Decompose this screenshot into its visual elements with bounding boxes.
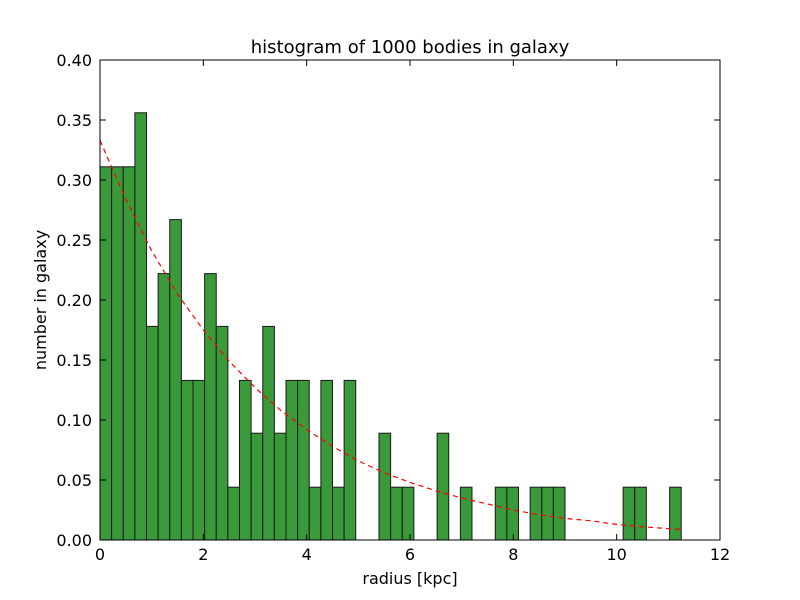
histogram-bar <box>157 273 171 541</box>
histogram-bar <box>390 486 403 541</box>
histogram-bar <box>459 486 473 541</box>
histogram-bar <box>204 273 217 541</box>
histogram-bar <box>436 432 450 541</box>
x-tick-label: 4 <box>302 545 312 564</box>
histogram-bar <box>262 325 275 541</box>
y-axis-ticks: 0.00 0.05 0.10 0.15 0.20 0.25 0.30 0.35 0.40 <box>56 51 720 550</box>
y-tick-label: 0.00 <box>56 531 92 550</box>
histogram-bar <box>622 486 636 541</box>
histogram-bar <box>285 379 299 541</box>
x-tick-label: 6 <box>405 545 415 564</box>
y-tick-label: 0.25 <box>56 231 92 250</box>
histogram-bar <box>634 486 647 541</box>
histogram-bar <box>378 432 392 541</box>
histogram-bar <box>134 112 147 541</box>
histogram-bar <box>122 166 136 541</box>
x-axis-label: radius [kpc] <box>362 569 457 588</box>
x-tick-label: 12 <box>710 545 730 564</box>
y-tick-label: 0.35 <box>56 111 92 130</box>
fit-curve-line <box>99 140 684 531</box>
bars-group <box>99 112 682 541</box>
histogram-bar <box>506 486 519 541</box>
histogram-bar <box>401 486 415 541</box>
histogram-bar <box>308 486 322 541</box>
histogram-bar <box>273 432 287 541</box>
histogram-bar <box>669 486 682 541</box>
histogram-bar <box>250 432 264 541</box>
y-axis-label: number in galaxy <box>31 230 50 370</box>
y-tick-label: 0.15 <box>56 351 92 370</box>
histogram-bar <box>297 379 310 541</box>
x-tick-label: 8 <box>508 545 518 564</box>
histogram-bar <box>332 486 345 541</box>
y-tick-label: 0.05 <box>56 471 92 490</box>
histogram-bar <box>169 219 182 541</box>
x-axis-ticks: 0 2 4 6 8 10 12 <box>95 60 730 564</box>
histogram-bar <box>494 486 508 541</box>
histogram-bar <box>239 379 252 541</box>
histogram-bar <box>541 486 554 541</box>
y-tick-label: 0.40 <box>56 51 92 70</box>
histogram-bar <box>320 379 333 541</box>
x-tick-label: 2 <box>198 545 208 564</box>
y-tick-label: 0.30 <box>56 171 92 190</box>
histogram-bar <box>146 325 159 541</box>
chart-title: histogram of 1000 bodies in galaxy <box>251 37 570 58</box>
histogram-bar <box>552 486 566 541</box>
histogram-bar <box>99 166 113 541</box>
histogram-bar <box>192 379 206 541</box>
histogram-bar <box>111 166 124 541</box>
x-tick-label: 0 <box>95 545 105 564</box>
histogram-bar <box>343 379 357 541</box>
y-tick-label: 0.20 <box>56 291 92 310</box>
histogram-bar <box>227 486 240 541</box>
x-tick-label: 10 <box>606 545 626 564</box>
y-tick-label: 0.10 <box>56 411 92 430</box>
histogram-bar <box>180 379 194 541</box>
